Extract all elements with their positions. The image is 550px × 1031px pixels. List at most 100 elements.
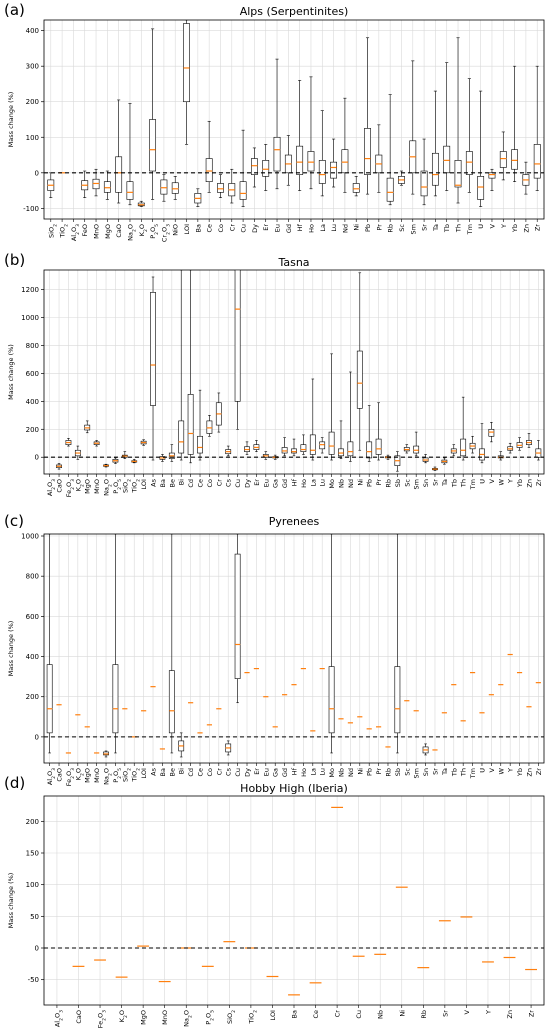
x-tick-label: Th xyxy=(460,479,468,488)
x-tick-label: Cr xyxy=(215,768,223,776)
x-tick-label: Cu xyxy=(240,224,248,233)
x-tick-label: Yb xyxy=(511,224,519,233)
box-iqr xyxy=(126,181,134,200)
y-axis-label: Mass change (%) xyxy=(7,344,15,400)
box-iqr xyxy=(307,151,315,172)
box-23 xyxy=(262,451,269,460)
box-21 xyxy=(244,441,250,455)
y-tick-label: 800 xyxy=(26,573,39,581)
box-3 xyxy=(74,445,81,460)
y-tick-label: 800 xyxy=(26,342,39,350)
box-31 xyxy=(338,420,344,459)
x-tick-label: Na2O xyxy=(103,479,114,496)
box-33 xyxy=(420,138,428,206)
box-27 xyxy=(300,434,307,455)
box-iqr xyxy=(338,448,344,457)
x-tick-label: Cu xyxy=(355,1010,363,1019)
box-iqr xyxy=(386,177,394,202)
x-tick-label: Cd xyxy=(187,768,195,777)
y-tick-label: 400 xyxy=(26,653,39,661)
plot-area xyxy=(46,534,541,758)
box-iqr xyxy=(262,160,270,177)
box-iqr xyxy=(347,441,354,457)
x-tick-label: Zr xyxy=(528,1010,536,1017)
box-iqr xyxy=(366,441,373,459)
box-iqr xyxy=(488,172,496,179)
panel-4: (d) Hobby High (Iberia) -50 0 50 100 150 200 Mas… xyxy=(4,774,545,1028)
box-15 xyxy=(187,270,194,464)
box-iqr xyxy=(197,435,203,454)
y-tick-label: 1000 xyxy=(21,533,39,541)
box-30 xyxy=(386,94,394,206)
box-2 xyxy=(65,438,72,447)
x-tick-label: SiO2 xyxy=(226,1010,237,1024)
box-7 xyxy=(112,457,119,464)
x-tick-label: Gd xyxy=(281,768,289,777)
y-tick-label: 1200 xyxy=(21,286,39,294)
box-4 xyxy=(92,168,100,197)
box-iqr xyxy=(187,394,194,455)
box-18 xyxy=(250,147,258,188)
x-tick-label: Y xyxy=(500,224,508,229)
x-tick-label: Gd xyxy=(281,479,289,488)
box-7 xyxy=(112,534,119,754)
box-28 xyxy=(364,37,371,195)
box-11 xyxy=(171,176,179,200)
box-6 xyxy=(103,750,109,758)
box-iqr xyxy=(234,553,241,679)
box-iqr xyxy=(460,438,467,457)
box-iqr xyxy=(273,136,281,172)
x-tick-label: Eu xyxy=(262,479,270,487)
x-tick-label: K2O xyxy=(138,224,149,236)
x-tick-label: Sr xyxy=(431,768,439,775)
x-tick-label: MnO xyxy=(93,768,101,783)
x-tick-label: LOI xyxy=(140,479,148,490)
x-tick-label: Cs xyxy=(225,478,233,487)
box-41 xyxy=(432,466,438,471)
box-43 xyxy=(450,444,457,457)
box-4 xyxy=(84,420,91,434)
box-19 xyxy=(225,445,232,457)
x-tick-label: Sc xyxy=(398,224,406,232)
x-tick-label: Dy xyxy=(244,768,252,777)
box-23 xyxy=(307,76,315,190)
x-tick-label: W xyxy=(497,767,505,774)
box-6 xyxy=(103,463,109,468)
y-tick-label: 150 xyxy=(26,850,39,858)
box-14 xyxy=(205,120,213,193)
x-tick-label: Nd xyxy=(341,224,349,233)
y-tick-label: 0 xyxy=(35,945,39,953)
box-iqr xyxy=(149,119,157,172)
box-9 xyxy=(149,28,157,200)
box-17 xyxy=(206,415,213,437)
x-tick-label: Ba xyxy=(291,1010,299,1018)
box-41 xyxy=(511,65,518,182)
box-14 xyxy=(178,270,185,461)
box-12 xyxy=(183,20,190,145)
x-tick-label: Dy xyxy=(251,224,259,233)
x-tick-label: Pr xyxy=(375,479,383,486)
x-tick-label: Tb xyxy=(450,768,458,777)
x-tick-label: LOI xyxy=(140,768,148,779)
x-tick-label: Yb xyxy=(516,479,524,488)
box-13 xyxy=(168,534,175,754)
y-tick-label: 400 xyxy=(26,398,39,406)
x-tick-label: P2O5 xyxy=(204,1010,215,1025)
x-tick-label: LOI xyxy=(183,224,191,235)
x-tick-label: U xyxy=(478,479,486,484)
box-31 xyxy=(398,170,405,186)
x-tick-label: Cr xyxy=(228,224,236,232)
x-tick-label: Ce xyxy=(197,479,205,488)
x-tick-label: Ho xyxy=(300,768,308,777)
box-1 xyxy=(56,463,62,470)
x-tick-label: Zr xyxy=(535,479,543,486)
x-tick-label: Sn xyxy=(422,768,430,776)
x-tick-label: U xyxy=(478,768,486,773)
x-tick-label: Sr xyxy=(431,479,439,486)
box-22 xyxy=(253,440,260,452)
x-tick-label: Ga xyxy=(272,479,280,488)
box-42 xyxy=(441,457,448,465)
x-tick-label: Ho xyxy=(307,224,315,233)
x-tick-label: NiO xyxy=(172,224,180,236)
x-tick-label: Na2O xyxy=(103,768,114,785)
